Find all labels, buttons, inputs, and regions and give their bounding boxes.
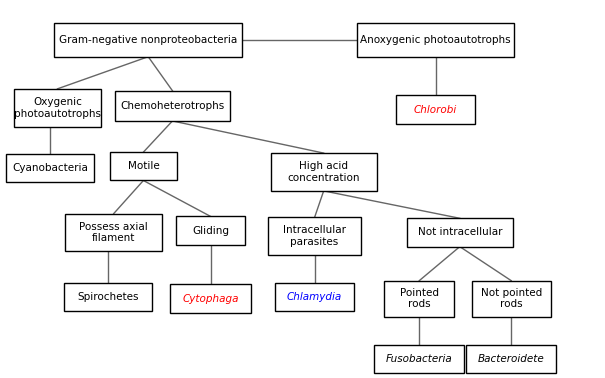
FancyBboxPatch shape xyxy=(14,89,101,127)
Text: Gliding: Gliding xyxy=(192,226,229,235)
FancyBboxPatch shape xyxy=(396,96,475,124)
Text: Not pointed
rods: Not pointed rods xyxy=(480,288,542,310)
Text: Chlorobi: Chlorobi xyxy=(414,105,457,115)
FancyBboxPatch shape xyxy=(357,23,514,57)
Text: Oxygenic
photoautotrophs: Oxygenic photoautotrophs xyxy=(14,97,101,119)
Text: Pointed
rods: Pointed rods xyxy=(400,288,439,310)
FancyBboxPatch shape xyxy=(472,280,551,317)
Text: Intracellular
parasites: Intracellular parasites xyxy=(283,225,346,247)
Text: Fusobacteria: Fusobacteria xyxy=(386,354,453,364)
FancyBboxPatch shape xyxy=(7,154,94,182)
Text: Cyanobacteria: Cyanobacteria xyxy=(12,163,88,173)
Text: Motile: Motile xyxy=(128,161,159,171)
FancyBboxPatch shape xyxy=(385,280,454,317)
Text: Chemoheterotrophs: Chemoheterotrophs xyxy=(120,101,224,111)
Text: Possess axial
filament: Possess axial filament xyxy=(79,222,148,243)
Text: Cytophaga: Cytophaga xyxy=(182,294,239,304)
FancyBboxPatch shape xyxy=(65,214,162,251)
FancyBboxPatch shape xyxy=(175,216,246,245)
FancyBboxPatch shape xyxy=(64,283,151,311)
FancyBboxPatch shape xyxy=(374,345,464,373)
Text: Chlamydia: Chlamydia xyxy=(287,292,342,302)
Text: Anoxygenic photoautotrophs: Anoxygenic photoautotrophs xyxy=(361,35,511,45)
FancyBboxPatch shape xyxy=(407,218,512,246)
Text: Not intracellular: Not intracellular xyxy=(417,228,502,237)
FancyBboxPatch shape xyxy=(54,23,242,57)
FancyBboxPatch shape xyxy=(267,217,362,255)
Text: Gram-negative nonproteobacteria: Gram-negative nonproteobacteria xyxy=(59,35,237,45)
FancyBboxPatch shape xyxy=(275,283,354,311)
FancyBboxPatch shape xyxy=(466,345,556,373)
FancyBboxPatch shape xyxy=(115,91,230,121)
Text: Bacteroidete: Bacteroidete xyxy=(478,354,544,364)
FancyBboxPatch shape xyxy=(271,153,376,191)
Text: High acid
concentration: High acid concentration xyxy=(287,161,360,183)
FancyBboxPatch shape xyxy=(169,285,252,313)
FancyBboxPatch shape xyxy=(110,152,177,180)
Text: Spirochetes: Spirochetes xyxy=(77,292,139,302)
